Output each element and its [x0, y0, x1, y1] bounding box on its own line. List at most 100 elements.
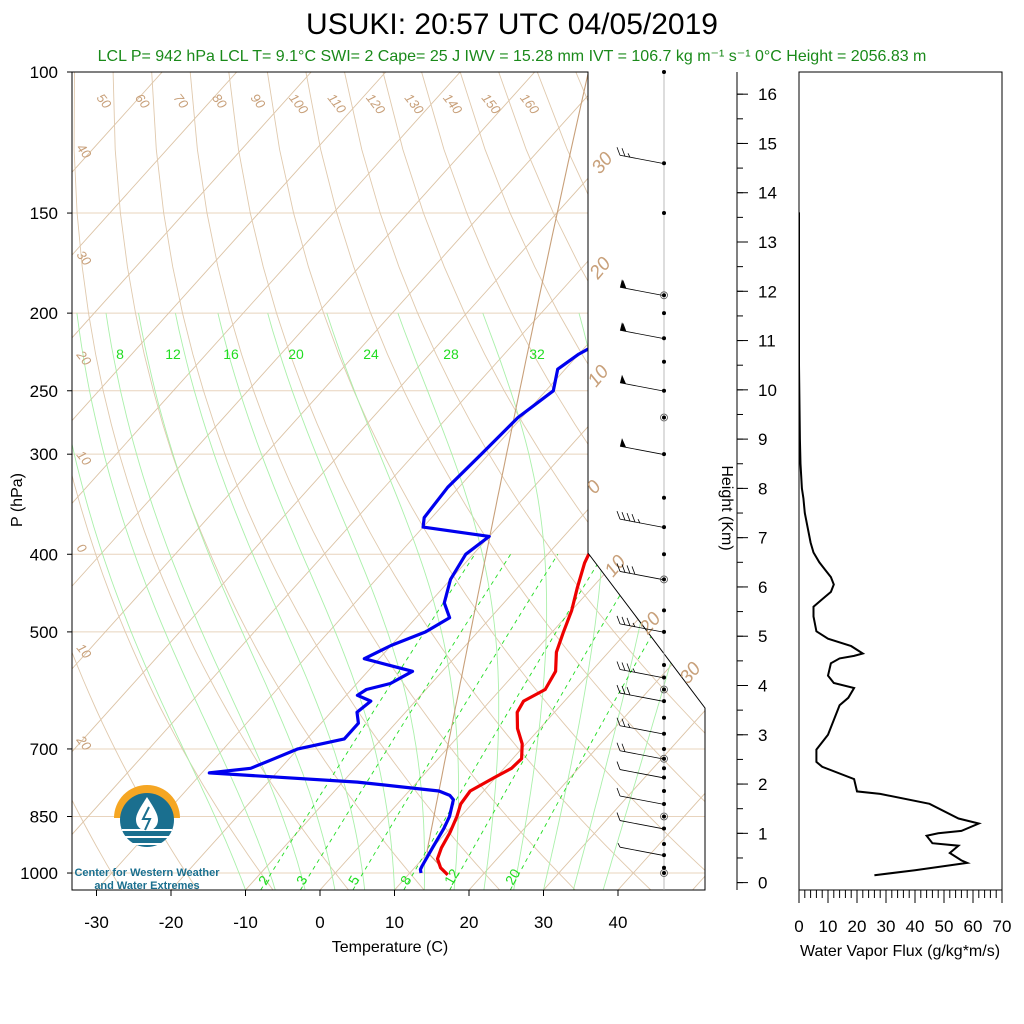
mixing-ratio-label: 3 [293, 873, 311, 888]
isotherm-label: 120 [363, 91, 389, 118]
barb-level-dot [662, 756, 666, 761]
mixing-ratio-line [300, 554, 511, 890]
flux-plot [799, 212, 982, 877]
barb-level-dot [662, 388, 666, 393]
isotherm-line [72, 72, 312, 890]
parcel-path-line [426, 72, 589, 874]
barb-flag [621, 718, 626, 727]
dry-adiabat-label: 10 [601, 551, 631, 581]
barb-calm-circle [660, 812, 668, 821]
height-tick-label: 14 [758, 184, 777, 203]
dry-adiabat-label: 30 [676, 658, 706, 688]
temperature-tick-label: 10 [385, 913, 404, 932]
barb-level-dot [662, 161, 666, 166]
isotherm-label: 10 [74, 641, 95, 662]
barb-flag [616, 812, 621, 821]
isotherm-line [617, 72, 705, 890]
barb-level-dot [662, 552, 666, 557]
barb-level-dot [662, 789, 666, 794]
mixing-ratio-label: 8 [397, 873, 415, 888]
barb-level-dot [662, 842, 666, 847]
temperature-tick-label: 30 [534, 913, 553, 932]
flux-tick-label: 10 [819, 917, 838, 936]
moist-adiabat-label: 16 [223, 346, 239, 362]
height-tick-label: 9 [758, 430, 767, 449]
isotherm-label: 80 [209, 91, 230, 112]
wind-barb [617, 843, 663, 856]
barb-staff [619, 725, 663, 735]
isotherm-label: 70 [171, 91, 192, 112]
barb-flag [621, 564, 626, 573]
barb-flag [616, 147, 621, 156]
barb-calm-circle [660, 291, 668, 300]
isotherm-line [72, 72, 705, 890]
barb-staff [619, 445, 663, 455]
isotherm-line [96, 72, 705, 890]
moist-adiabat-label: 20 [288, 346, 304, 362]
barb-level-dot [662, 336, 666, 341]
barb-flag [616, 761, 621, 770]
barb-level-dot [662, 865, 666, 870]
moist-adiabat-label: 12 [165, 346, 181, 362]
barb-flag [631, 566, 636, 575]
pressure-tick-label: 250 [30, 382, 58, 401]
barb-level-dot [662, 293, 666, 298]
moist-adiabat-line [326, 312, 460, 890]
barb-staff [619, 623, 663, 633]
barb-level-dot [662, 359, 666, 364]
height-tick-label: 4 [758, 677, 767, 696]
barb-level-dot [662, 452, 666, 457]
temperature-axis-label: Temperature (C) [332, 939, 448, 956]
barb-flag [621, 616, 626, 626]
moist-adiabat-line [602, 313, 705, 890]
wind-barb [616, 615, 663, 633]
pressure-tick-label: 100 [30, 63, 58, 82]
moist-adiabat-label: 28 [443, 346, 459, 362]
dry-adiabat-label: 0 [583, 476, 606, 498]
dry-adiabat-label: 20 [635, 608, 666, 639]
barb-flag [616, 684, 621, 694]
moist-adiabat-label: 24 [363, 346, 379, 362]
dry-adiabat-line [846, 72, 1024, 890]
isotherm-line [543, 72, 705, 890]
isotherm-line [394, 72, 705, 890]
mixing-ratio-label: 5 [345, 873, 363, 888]
moist-adiabat-line [482, 312, 548, 890]
barb-staff [619, 518, 663, 528]
mixing-ratio-line [509, 554, 699, 890]
pressure-tick-label: 700 [30, 740, 58, 759]
isotherm-line [72, 72, 610, 890]
moist-adiabat-line [397, 312, 500, 890]
barb-calm-circle [660, 685, 668, 694]
barb-staff [619, 286, 663, 296]
height-tick-label: 2 [758, 775, 767, 794]
barb-flag [626, 663, 631, 672]
dry-adiabat-line [459, 72, 705, 890]
mixing-ratio-line [403, 554, 604, 890]
isotherm-line [72, 72, 536, 890]
mixing-ratio-label: 20 [502, 866, 524, 888]
height-tick-label: 16 [758, 85, 777, 104]
flux-profile-line [799, 212, 982, 877]
flux-tick-label: 40 [906, 917, 925, 936]
wind-barb [616, 812, 663, 829]
height-tick-label: 6 [758, 578, 767, 597]
profile-lines [207, 211, 705, 876]
moist-adiabat-line [217, 312, 395, 890]
pressure-tick-label: 150 [30, 204, 58, 223]
moist-adiabat-line [72, 313, 246, 890]
isotherm-label: 150 [479, 91, 505, 118]
moist-adiabat-label: 8 [116, 346, 124, 362]
barb-half-flag [617, 843, 621, 848]
isotherm-label: 140 [440, 91, 466, 118]
barb-staff [619, 692, 663, 702]
mixing-ratio-line [449, 554, 645, 890]
barb-half-flag [632, 622, 636, 628]
barb-staff [619, 571, 663, 580]
flux-axes: 0 10 20 30 40 50 60 70 Water Vapor Flux (g/kg*m/… [794, 890, 1011, 960]
pressure-tick-label: 1000 [20, 864, 58, 883]
barb-pennant [620, 374, 626, 384]
isotherm-line [319, 72, 705, 890]
wind-barb [616, 147, 663, 164]
